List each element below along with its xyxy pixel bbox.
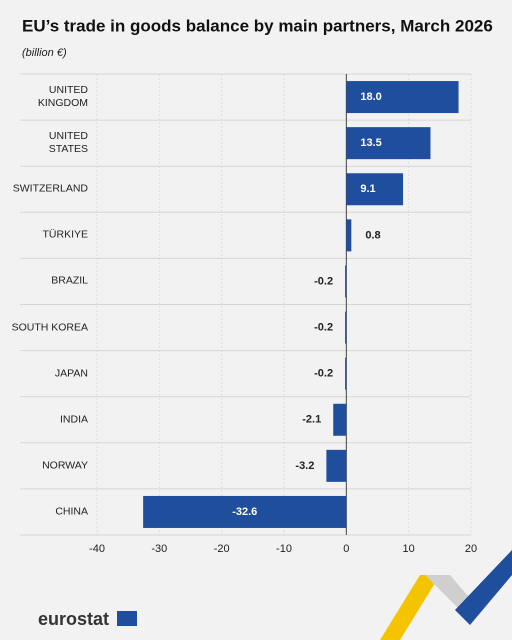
value-label: -0.2	[314, 368, 333, 380]
x-tick-label: -40	[89, 543, 105, 555]
x-tick-label: -30	[151, 543, 167, 555]
value-label: -0.2	[314, 321, 333, 333]
deco	[380, 550, 512, 640]
category-label: TÜRKIYE	[42, 228, 88, 241]
value-label: 18.0	[360, 91, 381, 103]
bar	[345, 357, 347, 390]
x-tick-label: 10	[403, 543, 415, 555]
category-label: CHINA	[55, 505, 88, 518]
bar	[346, 127, 431, 160]
value-label: -2.1	[302, 414, 321, 426]
value-label: -32.6	[232, 506, 257, 518]
bar	[345, 311, 347, 344]
category-label: SWITZERLAND	[12, 182, 88, 195]
category-label: UNITED KINGDOM	[37, 84, 88, 110]
category-label: SOUTH KOREA	[11, 321, 88, 334]
footer-logo: eurostat	[38, 609, 109, 629]
bar	[326, 449, 347, 482]
category-label: JAPAN	[54, 367, 88, 380]
bar	[333, 403, 347, 436]
eu-flag	[117, 611, 137, 626]
x-tick-label: 20	[465, 543, 477, 555]
value-label: 9.1	[360, 183, 375, 195]
category-label: BRAZIL	[51, 274, 88, 287]
value-label: 0.8	[365, 229, 380, 241]
bar	[346, 219, 352, 252]
value-label: 13.5	[360, 137, 381, 149]
bar	[345, 265, 347, 298]
category-label: UNITED STATES	[48, 130, 88, 156]
value-label: -3.2	[295, 460, 314, 472]
x-tick-label: -10	[276, 543, 292, 555]
bar	[346, 81, 459, 114]
x-tick-label: -20	[214, 543, 230, 555]
bar	[143, 495, 347, 528]
category-label: INDIA	[59, 413, 88, 426]
chart-title: EU’s trade in goods balance by main part…	[22, 16, 493, 35]
x-tick-label: 0	[343, 543, 349, 555]
category-label: NORWAY	[42, 459, 88, 472]
chart-subtitle: (billion €)	[22, 47, 67, 59]
bar	[346, 173, 404, 206]
value-label: -0.2	[314, 275, 333, 287]
